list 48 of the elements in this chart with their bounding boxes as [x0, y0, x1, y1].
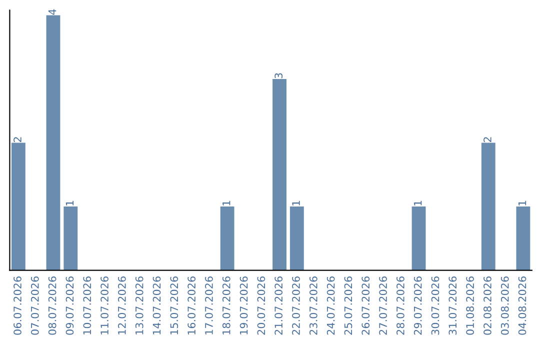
- x-tick-label: 13.07.2026: [135, 276, 144, 334]
- x-tick-label: 27.07.2026: [379, 276, 387, 335]
- x-tick-label: 19.07.2026: [240, 276, 248, 334]
- bar: [290, 206, 304, 270]
- x-tick-label: 17.07.2026: [205, 276, 213, 334]
- x-tick-label: 07.07.2026: [30, 276, 39, 335]
- bar: [516, 206, 530, 270]
- x-tick-label: 03.08.2026: [500, 276, 509, 335]
- x-tick-label: 06.07.2026: [14, 276, 22, 335]
- x-tick-label: 23.07.2026: [309, 276, 318, 335]
- x-tick-label: 04.08.2026: [518, 276, 526, 335]
- bar: [220, 206, 234, 270]
- x-tick-label: 09.07.2026: [66, 276, 74, 335]
- x-tick-label: 26.07.2026: [362, 276, 370, 335]
- x-tick-label: 22.07.2026: [292, 276, 300, 335]
- data-label: 1: [222, 200, 230, 206]
- bar: [64, 206, 78, 270]
- x-tick-label: 21.07.2026: [274, 276, 283, 335]
- data-label: 2: [14, 137, 22, 142]
- bar: [46, 15, 60, 270]
- x-tick-label: 10.07.2026: [83, 276, 92, 334]
- x-tick-label: 02.08.2026: [484, 276, 492, 335]
- x-tick-label: 29.07.2026: [414, 276, 422, 335]
- x-tick-label: 30.07.2026: [431, 276, 440, 335]
- data-label: 1: [292, 200, 300, 206]
- x-tick-label: 20.07.2026: [257, 276, 266, 335]
- x-tick-label: 24.07.2026: [326, 276, 335, 335]
- x-tick-label: 31.07.2026: [448, 276, 457, 335]
- x-tick-label: 15.07.2026: [170, 276, 178, 334]
- data-label: 3: [274, 73, 283, 78]
- bar: [11, 142, 26, 270]
- data-label: 2: [484, 137, 492, 142]
- x-tick-label: 12.07.2026: [118, 276, 126, 334]
- x-tick-label: 18.07.2026: [222, 276, 230, 334]
- data-label: 1: [66, 200, 74, 206]
- bar: [272, 79, 286, 270]
- bar: [481, 142, 496, 270]
- x-tick-label: 01.08.2026: [466, 276, 474, 335]
- data-label: 1: [518, 200, 526, 206]
- x-tick-label: 28.07.2026: [396, 276, 404, 335]
- data-label: 1: [414, 200, 422, 206]
- bar: [412, 206, 426, 270]
- x-tick-label: 25.07.2026: [344, 276, 352, 335]
- x-tick-label: 08.07.2026: [48, 276, 56, 335]
- x-tick-label: 11.07.2026: [100, 276, 108, 334]
- x-tick-label: 16.07.2026: [188, 276, 196, 334]
- x-tick-label: 14.07.2026: [152, 276, 161, 334]
- data-label: 4: [48, 9, 56, 15]
